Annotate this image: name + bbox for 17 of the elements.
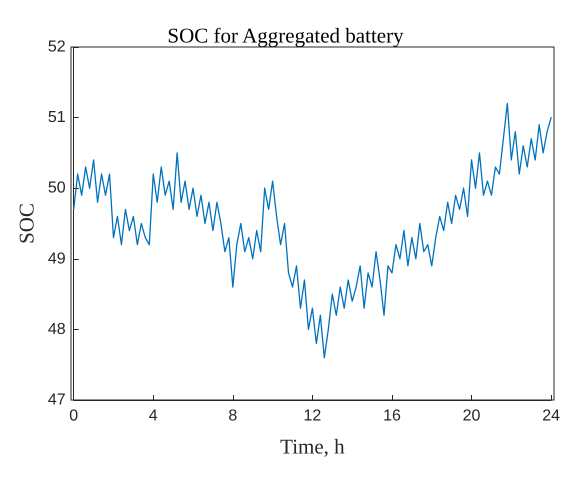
y-axis-title: SOC [14,203,38,244]
x-tick-label: 8 [228,408,238,424]
x-tick-label: 20 [462,408,481,424]
y-tick-label: 52 [48,38,66,56]
x-tick-label: 4 [148,408,158,424]
x-tick-label: 0 [69,408,78,424]
y-tick-label: 48 [48,320,66,338]
y-tick-label: 49 [48,250,66,268]
y-tick-label: 51 [48,109,66,126]
x-tick-label: 24 [542,408,560,424]
x-tick-label: 16 [383,408,401,424]
x-tick-label: 12 [304,408,322,424]
chart-title: SOC for Aggregated battery [167,24,404,48]
y-tick-label: 50 [48,180,66,197]
x-axis-title: Time, h [280,434,346,458]
y-tick-label: 47 [48,392,66,408]
line-series [73,102,552,358]
